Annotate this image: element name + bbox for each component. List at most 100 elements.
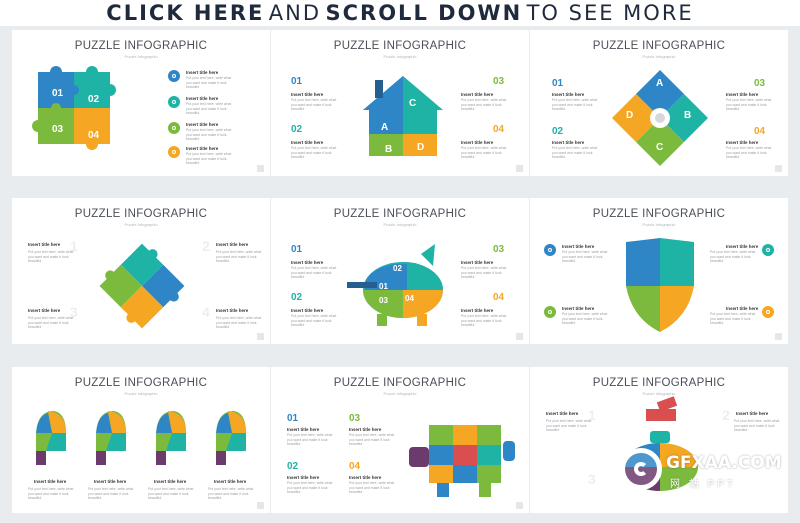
cursor-icon	[762, 244, 774, 256]
item-text: Put your text here, write what you want …	[216, 316, 262, 329]
item-text: Put your text here, write what you want …	[562, 250, 608, 263]
slide-card-8[interactable]: PUZZLE INFOGRAPHIC Puzzle Infographic 01…	[271, 367, 529, 513]
item-text: Put your text here, write what you want …	[461, 146, 507, 159]
slide-card-3[interactable]: PUZZLE INFOGRAPHIC Puzzle Infographic 01…	[530, 30, 788, 176]
teal-circle-icon	[168, 96, 180, 108]
card-subtitle: Puzzle Infographic	[642, 222, 676, 227]
item-title: Insert title here	[726, 92, 759, 97]
item-title: Insert title here	[461, 260, 494, 265]
item-title: Insert title here	[291, 260, 324, 265]
page-number-badge	[257, 502, 264, 509]
card-subtitle: Puzzle Infographic	[124, 222, 158, 227]
slide-card-2[interactable]: PUZZLE INFOGRAPHIC Puzzle Infographic 01…	[271, 30, 529, 176]
item-text: Put your text here, write what you want …	[291, 266, 337, 279]
watermark-circle-icon	[620, 448, 662, 490]
banner[interactable]: CLICK HERE AND SCROLL DOWN TO SEE MORE	[0, 0, 800, 26]
piggy-cap-graphic	[347, 244, 443, 326]
item-title: Insert title here	[94, 479, 127, 484]
item-title: Insert title here	[726, 140, 759, 145]
house-letter: C	[409, 98, 417, 109]
item-text: Put your text here, write what you want …	[287, 433, 333, 446]
ghost-digit: 1	[588, 407, 596, 423]
piggy-number: 02	[393, 264, 402, 273]
item-title: Insert title here	[552, 140, 585, 145]
watermark-text: GFXAA.COM	[666, 453, 782, 473]
item-title: Insert title here	[461, 140, 494, 145]
item-number: 01	[291, 76, 303, 87]
item-text: Put your text here, write what you want …	[148, 487, 194, 500]
item-text: Put your text here, write what you want …	[186, 76, 232, 89]
slide-card-1[interactable]: PUZZLE INFOGRAPHIC Puzzle Infographic 01…	[12, 30, 270, 176]
card-title: PUZZLE INFOGRAPHIC	[333, 377, 467, 389]
banner-scroll-down: SCROLL DOWN	[325, 1, 523, 25]
item-title: Insert title here	[291, 308, 324, 313]
card-subtitle: Puzzle Infographic	[383, 54, 417, 59]
item-title: Insert title here	[287, 427, 320, 432]
item-text: Put your text here, write what you want …	[461, 266, 507, 279]
page-number-badge	[516, 333, 523, 340]
house-puzzle-graphic	[363, 76, 443, 156]
item-title: Insert title here	[28, 242, 61, 247]
item-title: Insert title here	[546, 411, 579, 416]
slide-card-4[interactable]: PUZZLE INFOGRAPHIC Puzzle Infographic 1 …	[12, 198, 270, 344]
big-piggy-puzzle-graphic	[409, 425, 515, 497]
head-puzzle-graphic	[36, 411, 66, 465]
item-text: Put your text here, write what you want …	[186, 128, 232, 141]
item-title: Insert title here	[154, 479, 187, 484]
item-text: Put your text here, write what you want …	[186, 102, 232, 115]
puzzle-number: 01	[52, 88, 64, 99]
item-title: Insert title here	[726, 306, 759, 311]
item-title: Insert title here	[349, 427, 382, 432]
item-number: 03	[493, 76, 505, 87]
card-subtitle: Puzzle Infographic	[124, 391, 158, 396]
shield-puzzle-graphic	[626, 238, 694, 332]
item-title: Insert title here	[216, 242, 249, 247]
slide-card-9[interactable]: PUZZLE INFOGRAPHIC Puzzle Infographic 1 …	[530, 367, 788, 513]
card-title: PUZZLE INFOGRAPHIC	[74, 377, 208, 389]
item-text: Put your text here, write what you want …	[546, 419, 592, 432]
item-title: Insert title here	[736, 411, 769, 416]
watermark-subtext: 网 站 PPT	[670, 479, 737, 490]
item-number: 04	[349, 461, 361, 472]
slide-card-6[interactable]: PUZZLE INFOGRAPHIC Puzzle Infographic In…	[530, 198, 788, 344]
head-puzzle-graphic	[216, 411, 246, 465]
item-title: Insert title here	[216, 308, 249, 313]
item-title: Insert title here	[186, 146, 219, 151]
diamond-puzzle-graphic	[612, 70, 708, 166]
item-text: Put your text here, write what you want …	[461, 98, 507, 111]
item-title: Insert title here	[461, 308, 494, 313]
item-number: 04	[493, 292, 505, 303]
card-title: PUZZLE INFOGRAPHIC	[592, 208, 726, 220]
item-text: Put your text here, write what you want …	[88, 487, 134, 500]
diamond-letter: C	[656, 142, 664, 153]
item-text: Put your text here, write what you want …	[28, 316, 74, 329]
item-number: 01	[287, 413, 299, 424]
item-number: 02	[287, 461, 299, 472]
item-title: Insert title here	[186, 122, 219, 127]
item-text: Put your text here, write what you want …	[562, 312, 608, 325]
slide-card-5[interactable]: PUZZLE INFOGRAPHIC Puzzle Infographic 01…	[271, 198, 529, 344]
item-number: 02	[552, 126, 564, 137]
page-number-badge	[516, 502, 523, 509]
card-title: PUZZLE INFOGRAPHIC	[592, 40, 726, 52]
page-number-badge	[775, 165, 782, 172]
item-title: Insert title here	[461, 92, 494, 97]
item-text: Put your text here, write what you want …	[287, 481, 333, 494]
item-title: Insert title here	[28, 308, 61, 313]
slide-card-7[interactable]: PUZZLE INFOGRAPHIC Puzzle Infographic In…	[12, 367, 270, 513]
item-text: Put your text here, write what you want …	[726, 146, 772, 159]
item-text: Put your text here, write what you want …	[461, 314, 507, 327]
square-puzzle-graphic	[32, 66, 116, 150]
item-title: Insert title here	[562, 306, 595, 311]
banner-and: AND	[268, 1, 322, 25]
item-number: 03	[754, 78, 766, 89]
card-title: PUZZLE INFOGRAPHIC	[74, 40, 208, 52]
house-letter: D	[417, 142, 425, 153]
item-text: Put your text here, write what you want …	[710, 312, 756, 325]
banner-click-here[interactable]: CLICK HERE	[106, 1, 265, 25]
ghost-digit: 2	[722, 407, 730, 423]
puzzle-number: 02	[88, 94, 100, 105]
item-number: 03	[493, 244, 505, 255]
piggy-number: 04	[405, 294, 414, 303]
orange-circle-icon	[168, 146, 180, 158]
